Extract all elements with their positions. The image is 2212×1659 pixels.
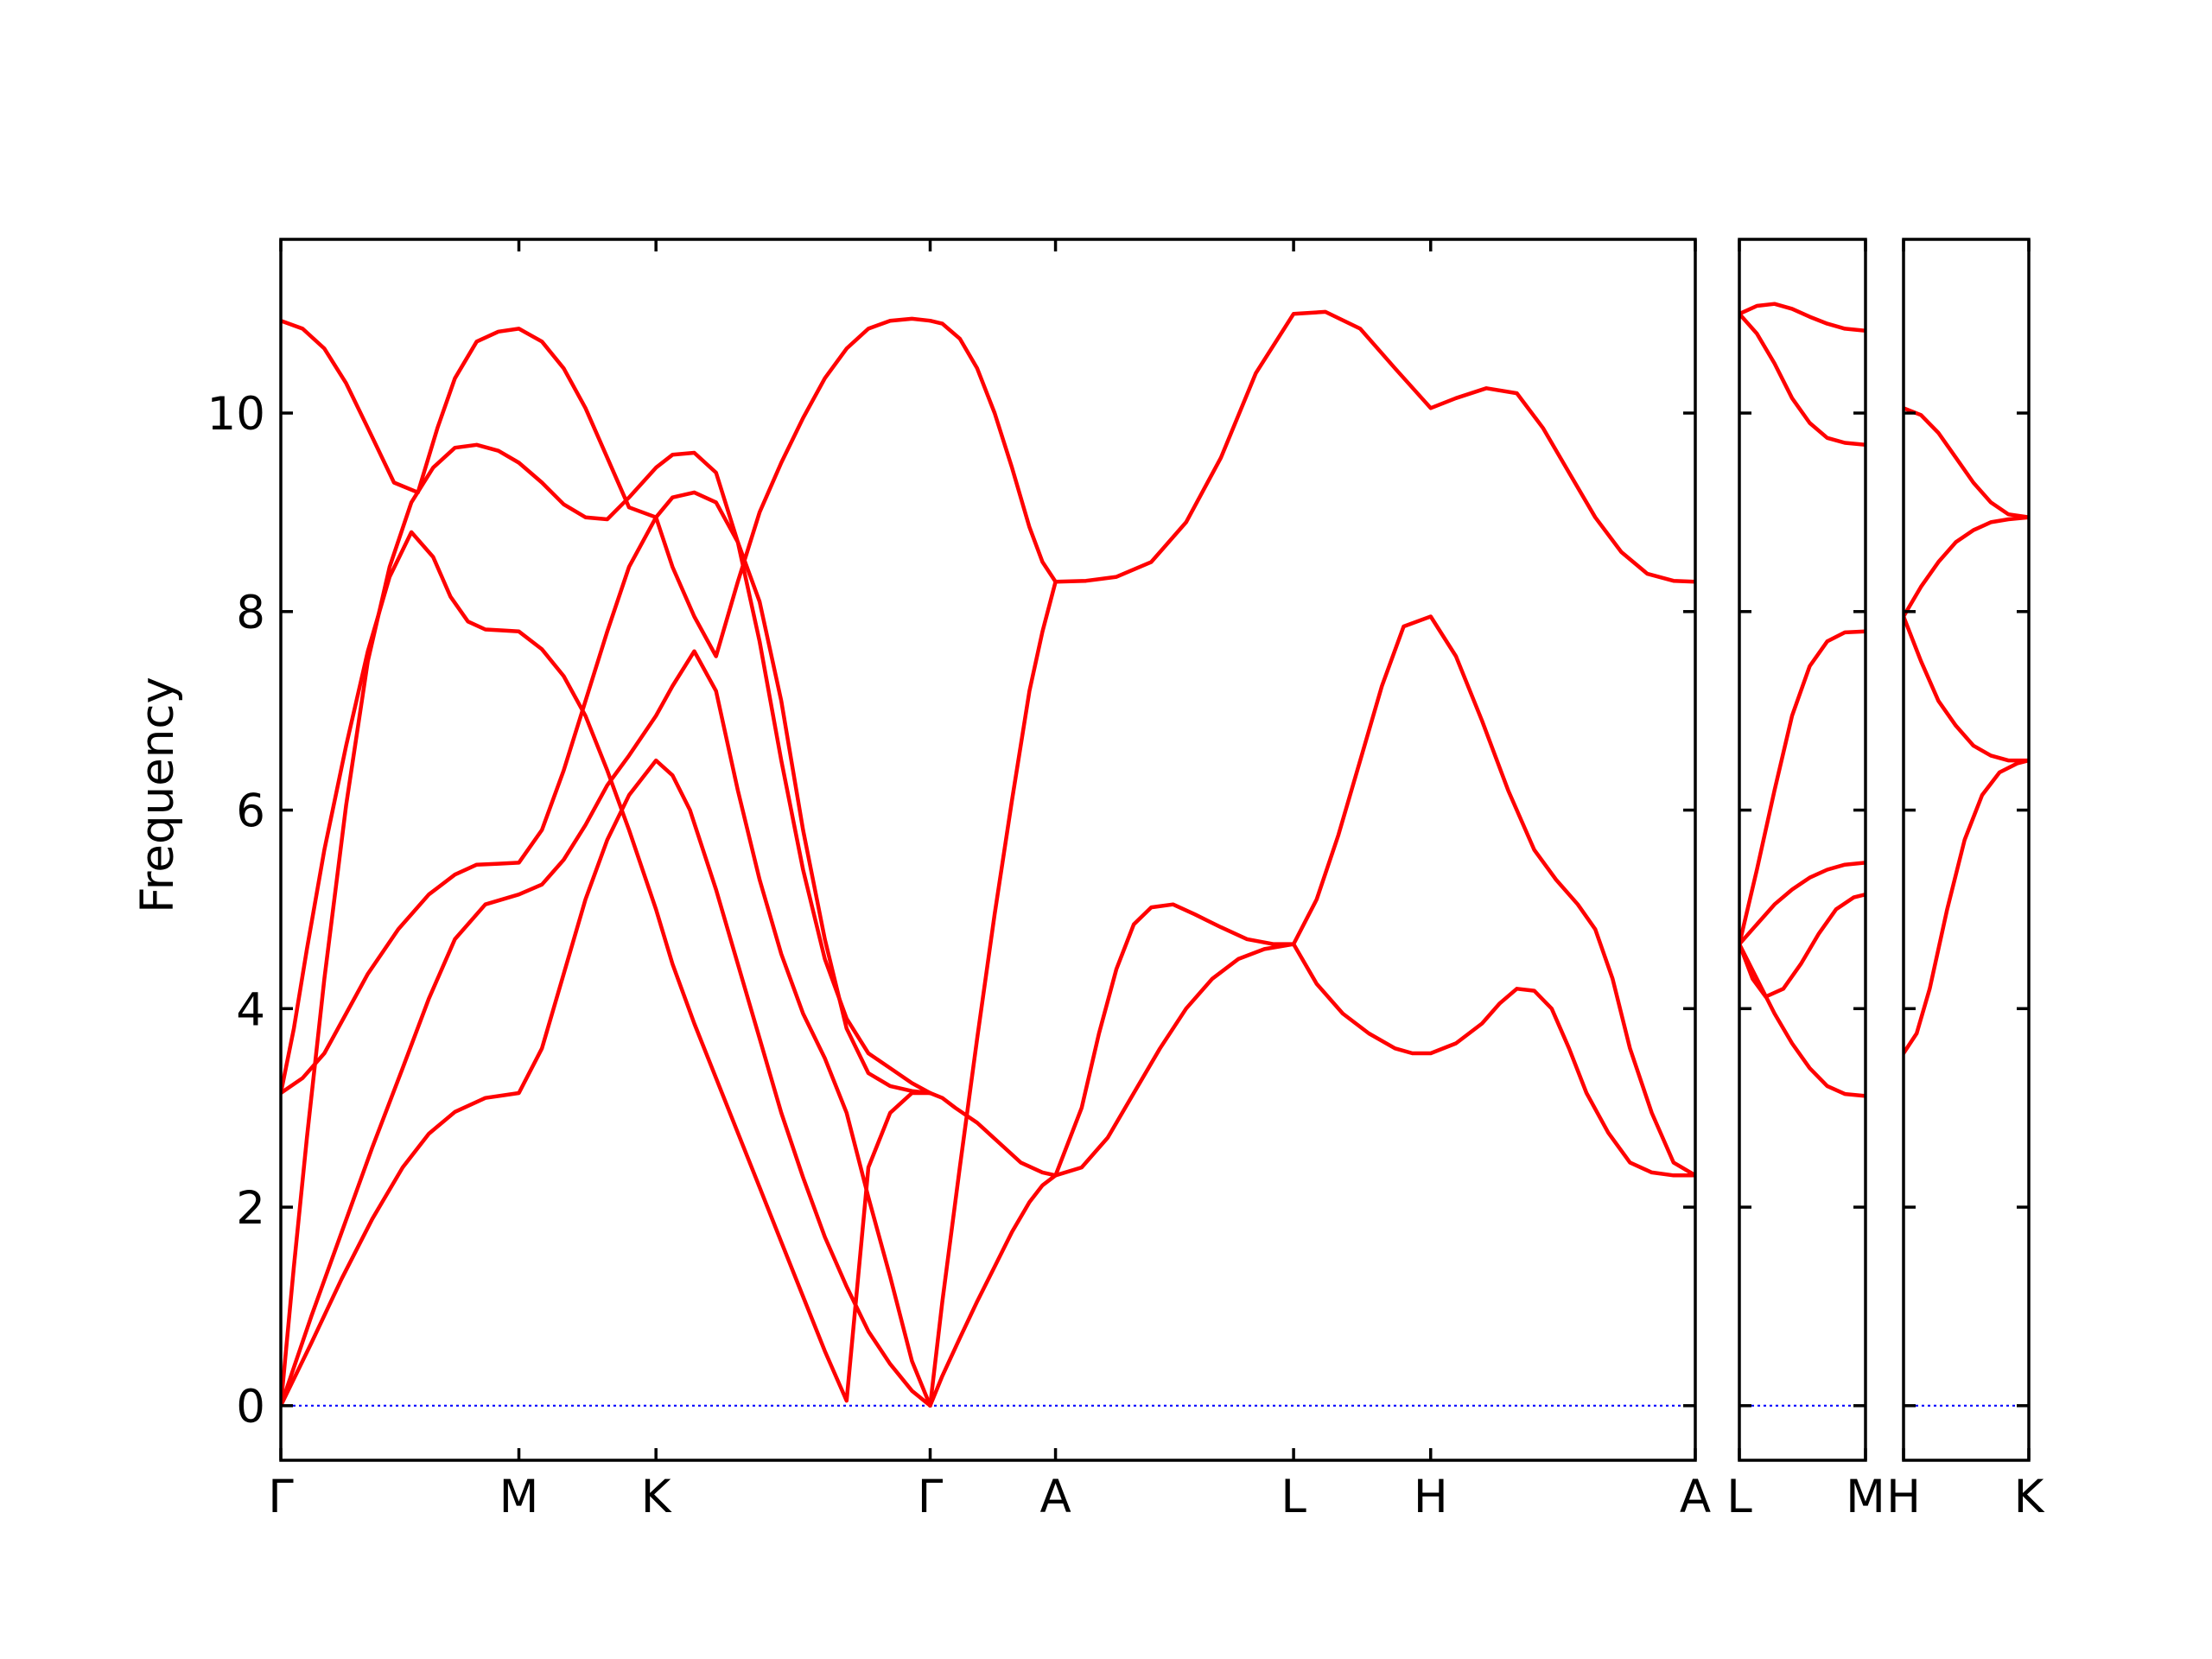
y-axis-title: Frequency: [131, 677, 184, 913]
band-line-4: [1904, 406, 2029, 519]
y-tick-label: 4: [236, 983, 265, 1036]
x-tick-label: H: [1414, 1471, 1448, 1523]
y-tick-label: 0: [236, 1381, 265, 1433]
panel-2-frame: [1738, 238, 1867, 1462]
y-tick-label: 10: [207, 388, 265, 441]
band-line-1: [1739, 942, 1866, 1098]
band-line-2: [281, 649, 932, 1408]
y-tick-label: 8: [236, 587, 265, 639]
band-line-2: [1739, 892, 1866, 999]
y-tick-label: 6: [236, 785, 265, 838]
band-line-2: [1904, 614, 2029, 763]
band-line-3: [1904, 515, 2029, 619]
band-line-12: [1053, 614, 1695, 1178]
band-line-3: [281, 490, 932, 1096]
y-tick-label: 2: [236, 1182, 265, 1235]
band-line-8: [928, 1173, 1058, 1408]
band-line-13: [1053, 942, 1695, 1178]
band-line-7: [928, 1090, 1058, 1178]
band-line-5: [1739, 311, 1866, 448]
x-tick-label: L: [1281, 1471, 1306, 1523]
x-tick-label: L: [1726, 1471, 1752, 1523]
band-line-5: [281, 442, 932, 1408]
x-tick-label: A: [1039, 1471, 1071, 1523]
x-tick-label: A: [1680, 1471, 1711, 1523]
x-tick-label: M: [499, 1471, 539, 1523]
x-tick-label: K: [641, 1471, 672, 1523]
panel-1-bands: [281, 309, 1695, 1408]
x-tick-label: M: [1846, 1471, 1885, 1523]
band-line-1: [1904, 758, 2029, 1056]
band-line-9: [928, 580, 1058, 1408]
x-tick-label: Γ: [918, 1471, 944, 1523]
panel-1: 0 2 4 6 8 10 Γ M K Γ A L H A: [207, 238, 1711, 1523]
x-tick-label: Γ: [268, 1471, 294, 1523]
x-tick-label: H: [1886, 1471, 1921, 1523]
band-line-11: [1053, 309, 1695, 584]
band-line-4: [1739, 629, 1866, 946]
panel-3-bands: [1904, 406, 2029, 1056]
x-tick-label: K: [2014, 1471, 2045, 1523]
panel-3-frame: [1902, 238, 2031, 1462]
panel-1-frame: [279, 238, 1697, 1462]
band-line-10: [928, 318, 1058, 584]
band-line-6: [1739, 302, 1866, 333]
band-line-6: [281, 316, 932, 658]
panel-2-bands: [1739, 302, 1866, 1098]
band-line-3: [1739, 861, 1866, 946]
band-line-1: [281, 758, 932, 1408]
